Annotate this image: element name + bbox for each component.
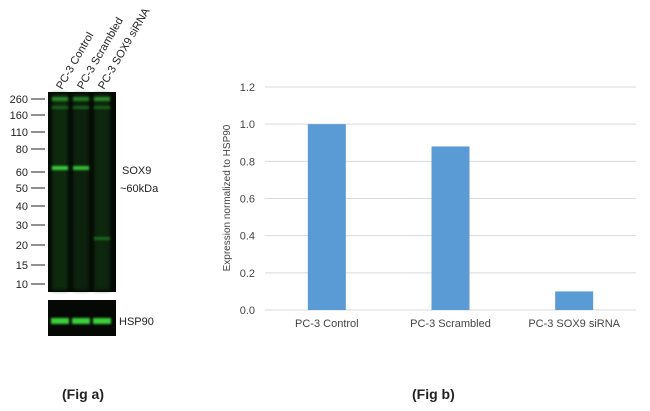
x-tick-label: PC-3 SOX9 siRNA	[528, 318, 620, 330]
target-label: SOX9	[122, 165, 151, 177]
loading-control-label: HSP90	[119, 316, 154, 328]
y-tick-label: 0.8	[240, 156, 255, 168]
mw-marker-label: 160	[10, 110, 28, 122]
hsp90-band	[51, 318, 69, 324]
lane-smear	[73, 94, 89, 290]
blot-band	[94, 97, 110, 101]
mw-marker-label: 50	[16, 183, 28, 195]
bar	[307, 124, 346, 311]
hsp90-band	[93, 318, 111, 324]
fig-b-caption: (Fig b)	[412, 386, 455, 402]
y-tick-label: 1.2	[240, 82, 255, 94]
sox9-bands	[52, 166, 89, 170]
mw-marker-label: 10	[16, 279, 28, 291]
high-mw-bands	[52, 97, 110, 109]
mw-marker-label: 80	[16, 144, 28, 156]
blot-band	[52, 97, 68, 101]
y-tick-label: 0.0	[240, 305, 255, 317]
hsp90-bands	[51, 318, 111, 324]
bar	[555, 291, 594, 310]
blot-band	[94, 106, 110, 109]
mw-markers: 260 160 110 80 60 50 40 30 20 15 10	[10, 94, 45, 291]
chart-bars	[307, 124, 594, 311]
blot-band	[94, 237, 110, 240]
mw-marker-label: 20	[16, 240, 28, 252]
y-tick-label: 0.2	[240, 268, 255, 280]
blot-band	[52, 106, 68, 109]
mw-marker-label: 110	[10, 127, 28, 139]
lane-smears	[52, 94, 110, 290]
target-size-label: ~60kDa	[120, 183, 159, 195]
mw-marker-label: 60	[16, 167, 28, 179]
mw-marker-label: 40	[16, 201, 28, 213]
x-axis-ticks: PC-3 Control PC-3 Scrambled PC-3 SOX9 siRN…	[295, 318, 621, 330]
fig-a-caption: (Fig a)	[62, 386, 104, 402]
y-tick-label: 0.4	[240, 231, 255, 243]
hsp90-band	[72, 318, 90, 324]
blot-band	[73, 106, 89, 109]
lane-smear	[52, 94, 68, 290]
lane-smear	[94, 94, 110, 290]
y-axis-label: Expression normalized to HSP90	[222, 124, 233, 271]
x-tick-label: PC-3 Scrambled	[410, 318, 491, 330]
y-tick-label: 0.6	[240, 194, 255, 206]
blot-band	[73, 97, 89, 101]
sox9-band-control	[52, 166, 68, 170]
x-tick-label: PC-3 Control	[295, 318, 359, 330]
mw-marker-label: 15	[16, 260, 28, 272]
sox9-band-scrambled	[73, 166, 89, 170]
y-axis-ticks: 0.0 0.2 0.4 0.6 0.8 1.0 1.2	[240, 82, 255, 317]
mw-marker-label: 260	[10, 94, 28, 106]
mw-marker-label: 30	[16, 220, 28, 232]
bar	[431, 146, 470, 310]
y-tick-label: 1.0	[240, 119, 255, 131]
